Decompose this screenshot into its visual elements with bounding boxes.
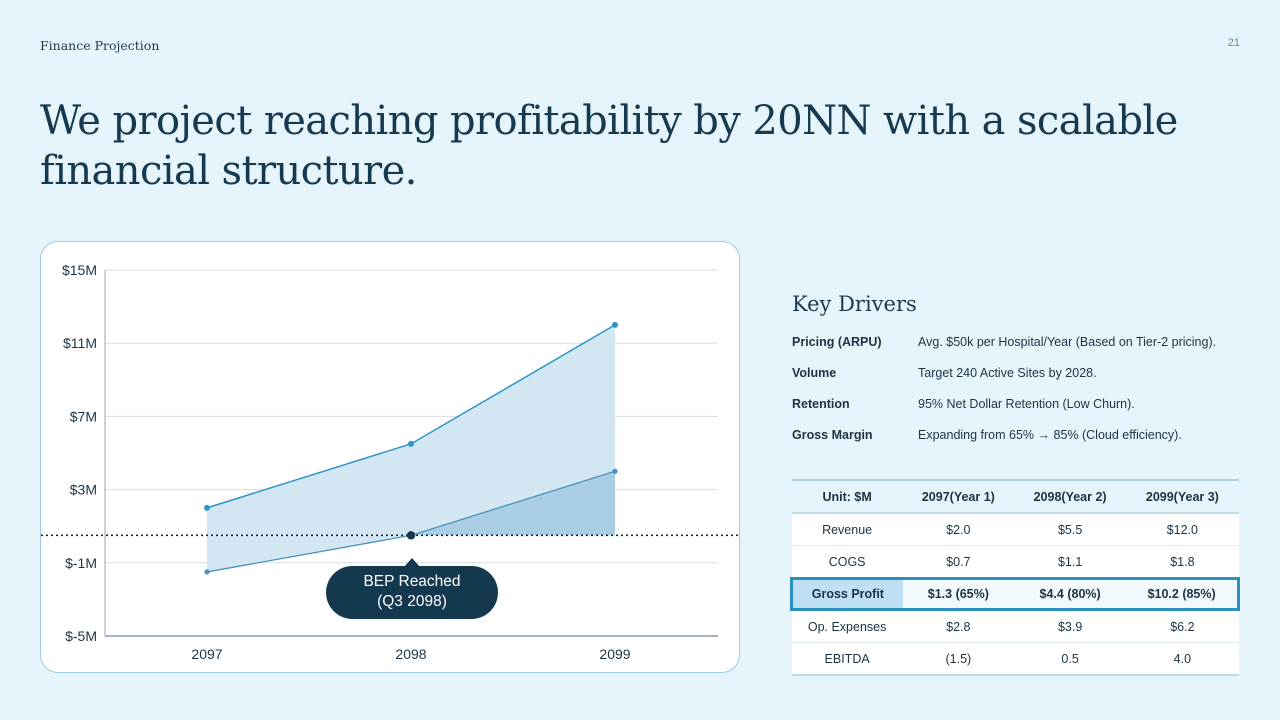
section-label: Finance Projection <box>40 38 160 53</box>
ebitda-point <box>204 569 210 575</box>
bep-annotation: BEP Reached (Q3 2098) <box>326 558 498 619</box>
x-tick-label: 2097 <box>191 646 222 662</box>
breakeven-point <box>406 531 416 540</box>
driver-row: Pricing (ARPU) Avg. $50k per Hospital/Yea… <box>792 335 1242 355</box>
x-tick-label: 2099 <box>599 646 630 662</box>
chart-card: $-5M $-1M $3M $7M $11M $15M 2097 2098 2099 BEP R… <box>40 241 740 673</box>
table-row: Gross Profit $1.3 (65%) $4.4 (80%) $10.2 (8… <box>789 577 1241 611</box>
table-header-cell: Unit: $M <box>791 479 903 514</box>
bep-annotation-line1: BEP Reached <box>363 573 461 590</box>
table-row: EBITDA (1.5) 0.5 4.0 <box>791 642 1239 676</box>
key-drivers-heading: Key Drivers <box>792 292 917 316</box>
y-tick-label: $-1M <box>65 555 97 571</box>
table-cell: 4.0 <box>1126 642 1239 676</box>
table-cell: $2.8 <box>902 609 1014 643</box>
y-tick-label: $15M <box>62 262 97 278</box>
financial-table: Unit: $M 2097(Year 1) 2098(Year 2) 2099(Yea… <box>789 479 1241 676</box>
table-cell: $5.5 <box>1013 513 1127 546</box>
table-header-row: Unit: $M 2097(Year 1) 2098(Year 2) 2099(Yea… <box>791 479 1239 514</box>
table-cell: COGS <box>791 545 903 579</box>
page-title: We project reaching profitability by 20N… <box>40 98 1178 194</box>
table-cell: 0.5 <box>1013 642 1127 676</box>
driver-value: Expanding from 65% → 85% (Cloud efficien… <box>918 428 1182 442</box>
table-cell: $4.4 (80%) <box>1013 577 1127 611</box>
y-tick-label: $-5M <box>65 628 97 644</box>
profit-area <box>411 471 615 536</box>
table-cell: $3.9 <box>1013 609 1127 643</box>
table-cell: $0.7 <box>902 545 1014 579</box>
driver-value: Target 240 Active Sites by 2028. <box>918 366 1097 380</box>
page-number: 21 <box>1227 37 1240 49</box>
driver-key: Retention <box>792 397 850 411</box>
revenue-point <box>612 321 618 328</box>
table-row: Op. Expenses $2.8 $3.9 $6.2 <box>791 609 1239 643</box>
table-cell: $2.0 <box>902 513 1014 546</box>
revenue-area <box>207 324 615 536</box>
table-cell: EBITDA <box>791 642 903 676</box>
driver-value: 95% Net Dollar Retention (Low Churn). <box>918 397 1135 411</box>
ebitda-point <box>612 468 618 474</box>
table-cell: Gross Profit <box>789 577 903 611</box>
revenue-point <box>408 440 414 447</box>
driver-key: Volume <box>792 366 837 380</box>
table-cell: $6.2 <box>1126 609 1239 643</box>
driver-row: Retention 95% Net Dollar Retention (Low C… <box>792 397 1242 417</box>
y-tick-label: $7M <box>70 408 97 424</box>
table-cell: $1.8 <box>1126 545 1239 579</box>
driver-row: Gross Margin Expanding from 65% → 85% (Cl… <box>792 428 1242 448</box>
driver-key: Pricing (ARPU) <box>792 335 882 349</box>
driver-row: Volume Target 240 Active Sites by 2028. <box>792 366 1242 386</box>
x-tick-label: 2098 <box>395 646 426 662</box>
table-cell: $1.3 (65%) <box>902 577 1014 611</box>
table-cell: $10.2 (85%) <box>1126 577 1241 611</box>
table-header-cell: 2098(Year 2) <box>1013 479 1127 514</box>
area-chart: $-5M $-1M $3M $7M $11M $15M 2097 2098 2099 <box>41 262 739 662</box>
table-row: COGS $0.7 $1.1 $1.8 <box>791 545 1239 579</box>
driver-value: Avg. $50k per Hospital/Year (Based on Ti… <box>918 335 1217 349</box>
table-cell: $12.0 <box>1126 513 1239 546</box>
table-row: Revenue $2.0 $5.5 $12.0 <box>791 513 1239 546</box>
driver-key: Gross Margin <box>792 428 873 442</box>
table-header-cell: 2099(Year 3) <box>1126 479 1239 514</box>
table-cell: Revenue <box>791 513 903 546</box>
table-header-cell: 2097(Year 1) <box>902 479 1014 514</box>
table-cell: $1.1 <box>1013 545 1127 579</box>
y-tick-label: $11M <box>63 335 97 351</box>
bep-annotation-line2: (Q3 2098) <box>377 593 447 610</box>
y-tick-label: $3M <box>70 482 97 498</box>
table-cell: Op. Expenses <box>791 609 903 643</box>
table-cell: (1.5) <box>902 642 1014 676</box>
revenue-point <box>204 504 210 511</box>
